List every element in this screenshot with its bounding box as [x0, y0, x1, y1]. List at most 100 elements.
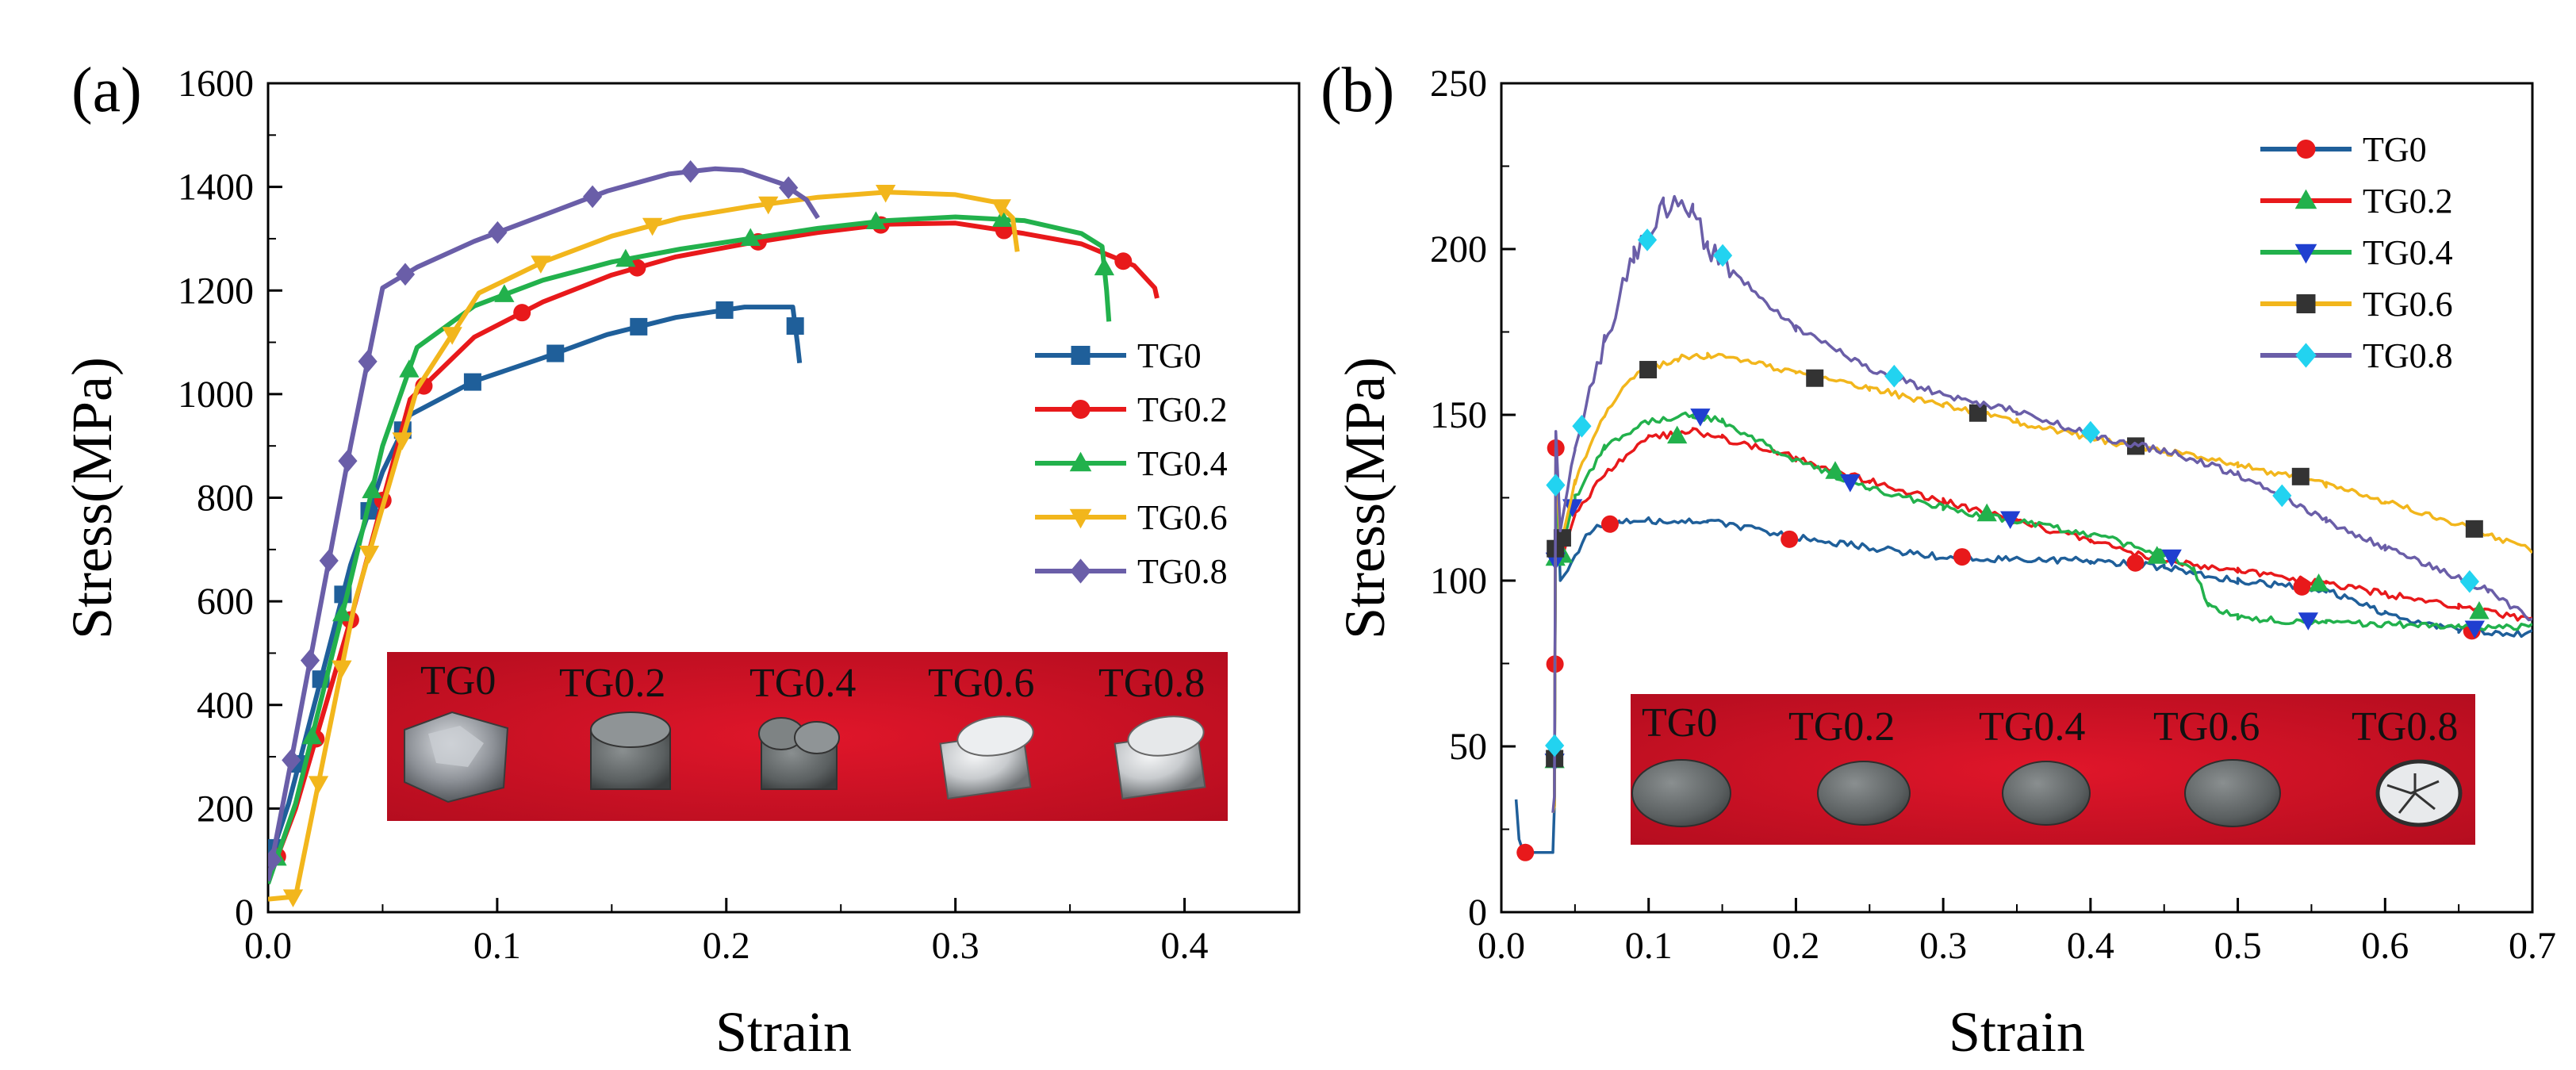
panel-b-label: (b)	[1321, 56, 1394, 125]
data-point-tg0	[546, 344, 565, 362]
y-tick-label: 0	[1468, 892, 1487, 934]
photo-a-label-3: TG0.4	[749, 661, 856, 706]
series-line-tg08	[268, 166, 820, 882]
photo-a-label-1: TG0	[420, 658, 496, 704]
photo-b-label-4: TG0.6	[2153, 704, 2260, 750]
legend-marker	[2295, 343, 2317, 368]
data-point-tg04	[740, 228, 761, 247]
data-point-tg04	[992, 209, 1013, 227]
y-tick-label: 1600	[178, 63, 254, 105]
legend-label: TG0.2	[1137, 390, 1228, 429]
legend-marker	[2294, 189, 2317, 209]
sample-tg0-fractured	[404, 711, 509, 803]
data-point-tg08	[779, 176, 799, 199]
legend-label: TG0.8	[1137, 552, 1228, 591]
panel-b-sample-photo: TG0 TG0.2 TG0.4 TG0.6 TG0.8	[1631, 694, 2475, 845]
x-tick-label: 0.0	[244, 925, 292, 967]
photo-b-label-5: TG0.8	[2352, 704, 2458, 750]
photo-a-label-5: TG0.8	[1098, 661, 1205, 706]
data-point-tg02	[2469, 600, 2490, 619]
y-tick-label: 200	[197, 788, 254, 830]
x-tick-label: 0.1	[1625, 925, 1673, 967]
data-point-tg0	[786, 317, 804, 336]
legend-label: TG0.4	[1137, 444, 1228, 483]
x-tick-label: 0.2	[703, 925, 750, 967]
data-point-tg0	[2126, 554, 2145, 572]
data-point-tg08	[488, 221, 508, 244]
legend-marker	[1069, 451, 1092, 472]
sample-tg08	[1114, 715, 1206, 800]
data-point-tg0	[1516, 843, 1535, 861]
data-point-tg02	[1667, 425, 1688, 444]
photo-b-label-3: TG0.4	[1979, 704, 2085, 750]
panel-a-axes: 0.0 0.1 0.2 0.3 0.4 0 200 400 600 800 1000 1200 1400…	[178, 63, 1209, 967]
y-tick-label: 1200	[178, 270, 254, 312]
data-point-tg06	[1968, 404, 1987, 422]
data-point-tg08	[1712, 244, 1733, 267]
panel-a-legend: TG0 TG0.2 TG0.4 TG0.6 TG0.8	[1035, 336, 1228, 591]
data-point-tg06	[332, 660, 352, 679]
data-point-tg06	[1553, 529, 1571, 547]
legend-label: TG0.2	[2363, 182, 2453, 221]
series-line-tg04	[1551, 411, 2532, 813]
data-point-tg08	[338, 449, 358, 473]
data-point-tg04	[399, 359, 420, 378]
data-point-tg04	[362, 480, 382, 499]
data-point-tg04	[2298, 612, 2318, 631]
sample-tg02-disc	[1817, 761, 1911, 826]
sample-tg08-cracked-disc	[2375, 759, 2463, 827]
data-point-tg06	[642, 217, 663, 236]
photo-b-label-1: TG0	[1642, 700, 1717, 746]
x-tick-label: 0.1	[473, 925, 521, 967]
data-point-tg06	[2465, 520, 2483, 538]
panel-a-series	[268, 159, 1160, 907]
y-tick-label: 600	[197, 581, 254, 623]
photo-a-label-4: TG0.6	[928, 661, 1034, 706]
data-point-tg04	[494, 284, 515, 302]
x-tick-label: 0.0	[1478, 925, 1525, 967]
data-point-tg08	[1884, 364, 1904, 388]
data-point-tg04	[301, 726, 323, 745]
x-tick-label: 0.7	[2509, 925, 2556, 967]
photo-a-label-2: TG0.2	[559, 661, 665, 706]
data-point-tg0	[463, 373, 481, 391]
data-point-tg08	[1545, 734, 1565, 757]
panel-a-label: (a)	[71, 56, 142, 125]
sample-tg06-disc	[2184, 759, 2281, 827]
data-point-tg06	[876, 184, 896, 203]
legend-label: TG0.6	[2363, 285, 2453, 324]
y-tick-label: 800	[197, 477, 254, 520]
data-point-tg06	[2291, 467, 2310, 485]
panel-b-y-title: Stress(MPa)	[1333, 357, 1397, 639]
panel-b: (b) 0.0 0.1 0.2 0.3 0.4 0.5 0.6 0.7 0 50 100 150 200…	[1321, 56, 2556, 1064]
data-point-tg02	[513, 304, 531, 322]
y-tick-label: 0	[235, 892, 254, 934]
data-point-tg02	[2308, 573, 2329, 592]
legend-label: TG0	[2363, 130, 2427, 169]
x-tick-label: 0.6	[2361, 925, 2409, 967]
sample-tg02	[590, 711, 671, 790]
data-point-tg06	[1806, 369, 1824, 387]
data-point-tg02	[2147, 546, 2168, 564]
data-point-tg0	[630, 317, 648, 336]
panel-a-sample-photo: TG0 TG0.2 TG0.4 TG0.6 TG0.8	[387, 652, 1228, 821]
panel-b-legend: TG0 TG0.2 TG0.4 TG0.6 TG0.8	[2260, 130, 2453, 375]
data-point-tg04	[2464, 620, 2485, 639]
legend-label: TG0.4	[2363, 233, 2453, 272]
x-tick-label: 0.5	[2214, 925, 2262, 967]
data-point-tg04	[1690, 408, 1711, 427]
data-point-tg04	[2161, 549, 2182, 568]
data-point-tg08	[282, 749, 301, 772]
legend-marker	[1071, 400, 1091, 419]
legend-marker	[1070, 558, 1091, 584]
y-tick-label: 100	[1430, 560, 1487, 602]
data-point-tg04	[2000, 511, 2021, 530]
data-point-tg08	[1546, 474, 1566, 497]
data-point-tg04	[1840, 474, 1861, 493]
data-point-tg08	[2272, 484, 2292, 508]
data-point-tg0	[1781, 530, 1799, 548]
x-tick-label: 0.3	[932, 925, 979, 967]
legend-marker	[1069, 508, 1092, 529]
legend-label: TG0.8	[2363, 336, 2453, 375]
legend-marker	[2296, 294, 2316, 313]
